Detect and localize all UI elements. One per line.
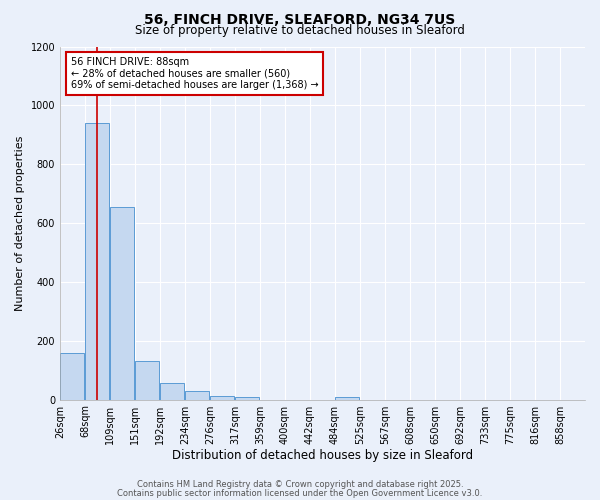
Bar: [135, 362, 159, 400]
Bar: [235, 397, 259, 400]
X-axis label: Distribution of detached houses by size in Sleaford: Distribution of detached houses by size …: [172, 450, 473, 462]
Text: Contains public sector information licensed under the Open Government Licence v3: Contains public sector information licen…: [118, 489, 482, 498]
Text: 56, FINCH DRIVE, SLEAFORD, NG34 7US: 56, FINCH DRIVE, SLEAFORD, NG34 7US: [145, 12, 455, 26]
Y-axis label: Number of detached properties: Number of detached properties: [15, 136, 25, 310]
Text: Contains HM Land Registry data © Crown copyright and database right 2025.: Contains HM Land Registry data © Crown c…: [137, 480, 463, 489]
Bar: [335, 397, 359, 400]
Text: Size of property relative to detached houses in Sleaford: Size of property relative to detached ho…: [135, 24, 465, 37]
Bar: [85, 123, 109, 400]
Bar: [60, 352, 84, 400]
Bar: [110, 207, 134, 400]
Bar: [185, 391, 209, 400]
Bar: [210, 396, 234, 400]
Bar: [160, 383, 184, 400]
Text: 56 FINCH DRIVE: 88sqm
← 28% of detached houses are smaller (560)
69% of semi-det: 56 FINCH DRIVE: 88sqm ← 28% of detached …: [71, 57, 318, 90]
